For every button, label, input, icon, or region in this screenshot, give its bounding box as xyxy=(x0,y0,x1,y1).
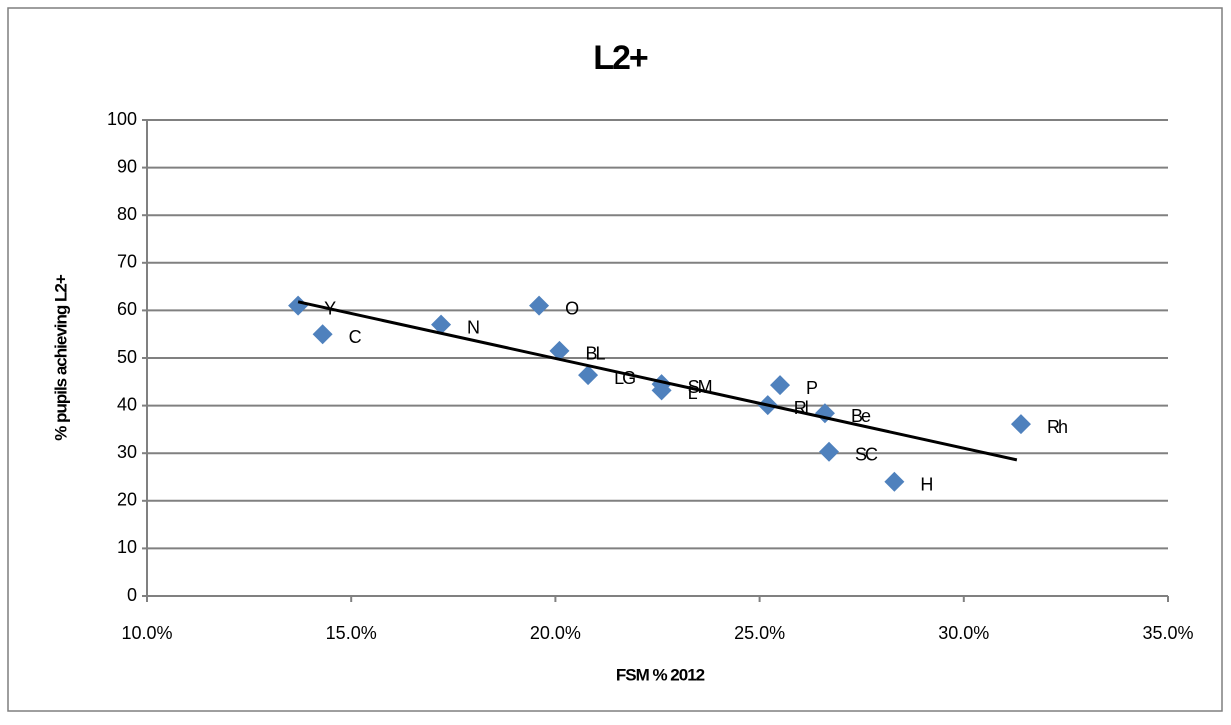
point xyxy=(578,365,599,386)
point xyxy=(884,471,905,492)
x-tick-label: 30.0% xyxy=(938,623,989,643)
x-tick-label: 20.0% xyxy=(530,623,581,643)
y-tick-label: 80 xyxy=(117,204,137,224)
y-tick-label: 90 xyxy=(117,156,137,176)
point xyxy=(770,375,791,396)
y-axis-label: % pupils achieving L2+ xyxy=(51,274,70,441)
point-label: Rh xyxy=(1047,417,1067,437)
y-tick-label: 60 xyxy=(117,299,137,319)
point xyxy=(431,314,452,335)
x-tick-label: 35.0% xyxy=(1142,623,1193,643)
point xyxy=(312,324,333,345)
y-tick-label: 70 xyxy=(117,252,137,272)
point-label: BL xyxy=(585,344,605,364)
y-tick-label: 40 xyxy=(117,394,137,414)
y-tick-label: 50 xyxy=(117,347,137,367)
y-tick-label: 30 xyxy=(117,442,137,462)
x-tick-label: 15.0% xyxy=(326,623,377,643)
x-tick-label: 25.0% xyxy=(734,623,785,643)
chart-title: L2+ xyxy=(593,39,648,77)
point-label: H xyxy=(920,475,932,495)
point xyxy=(549,340,570,361)
chart-frame xyxy=(7,7,1223,712)
point xyxy=(288,295,309,316)
point-label: O xyxy=(565,298,579,318)
point xyxy=(529,295,550,316)
point xyxy=(651,380,672,401)
y-tick-label: 10 xyxy=(117,537,137,557)
y-tick-label: 100 xyxy=(107,109,137,129)
x-tick-label: 10.0% xyxy=(121,623,172,643)
y-tick-label: 0 xyxy=(127,585,137,605)
point xyxy=(1010,414,1031,435)
x-axis-label: FSM % 2012 xyxy=(616,665,705,684)
y-tick-label: 20 xyxy=(117,490,137,510)
point xyxy=(819,441,840,462)
point-label: Be xyxy=(851,406,871,426)
point-label: SC xyxy=(855,445,878,465)
trendline xyxy=(297,300,1018,462)
point-label: N xyxy=(467,317,479,337)
